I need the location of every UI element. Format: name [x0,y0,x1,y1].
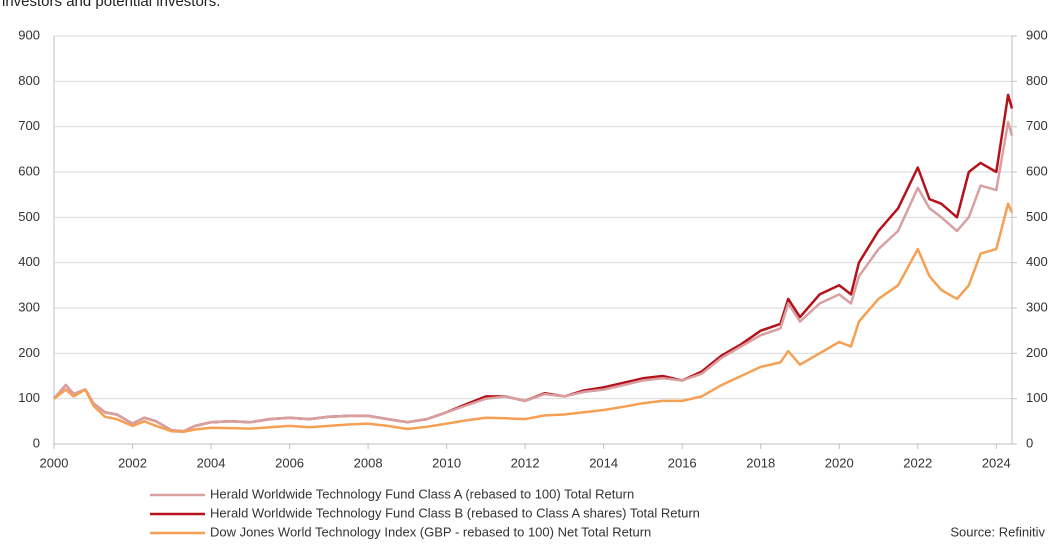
y2-tick-label: 0 [1026,435,1033,450]
x-tick-label: 2006 [275,455,304,470]
y-tick-label: 400 [18,254,40,269]
y2-tick-label: 400 [1026,254,1048,269]
y2-tick-label: 500 [1026,209,1048,224]
y-tick-label: 100 [18,390,40,405]
x-tick-label: 2020 [825,455,854,470]
x-tick-label: 2002 [118,455,147,470]
x-tick-label: 2024 [982,455,1011,470]
x-tick-label: 2012 [511,455,540,470]
legend-label: Herald Worldwide Technology Fund Class A… [210,486,634,501]
y-tick-label: 0 [33,435,40,450]
x-tick-label: 2004 [197,455,226,470]
y2-tick-label: 100 [1026,390,1048,405]
series-line [53,202,1014,434]
y2-tick-label: 800 [1026,73,1048,88]
x-tick-label: 2022 [903,455,932,470]
x-tick-label: 2014 [589,455,618,470]
y-tick-label: 200 [18,345,40,360]
subtitle: investors and potential investors. [2,0,220,10]
x-tick-label: 2016 [668,455,697,470]
legend-label: Dow Jones World Technology Index (GBP - … [210,524,651,539]
x-tick-label: 2010 [432,455,461,470]
x-tick-label: 2008 [354,455,383,470]
y2-tick-label: 600 [1026,163,1048,178]
y2-tick-label: 300 [1026,299,1048,314]
y-tick-label: 700 [18,118,40,133]
x-tick-label: 2000 [40,455,69,470]
x-tick-label: 2018 [746,455,775,470]
y-tick-label: 500 [18,209,40,224]
y-tick-label: 900 [18,27,40,42]
y-tick-label: 300 [18,299,40,314]
y-tick-label: 600 [18,163,40,178]
series-line [53,120,1014,433]
y2-tick-label: 900 [1026,27,1048,42]
y2-tick-label: 700 [1026,118,1048,133]
y-tick-label: 800 [18,73,40,88]
source: Source: Refinitiv [950,524,1045,539]
legend-label: Herald Worldwide Technology Fund Class B… [210,505,700,520]
y2-tick-label: 200 [1026,345,1048,360]
